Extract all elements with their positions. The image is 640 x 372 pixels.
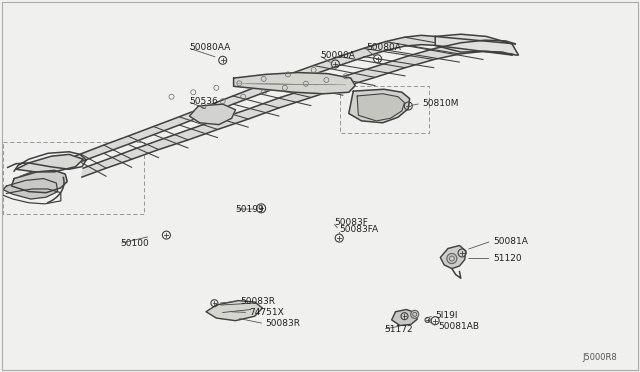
Polygon shape bbox=[404, 35, 421, 46]
Text: 51120: 51120 bbox=[493, 254, 522, 263]
Text: 50083R: 50083R bbox=[240, 297, 275, 306]
Polygon shape bbox=[189, 104, 236, 125]
Polygon shape bbox=[440, 246, 466, 269]
Polygon shape bbox=[279, 87, 312, 108]
Polygon shape bbox=[483, 40, 506, 52]
Text: 50083F: 50083F bbox=[334, 218, 368, 227]
Polygon shape bbox=[81, 145, 104, 162]
Polygon shape bbox=[3, 179, 58, 199]
Text: 50080A: 50080A bbox=[366, 43, 401, 52]
Polygon shape bbox=[104, 136, 128, 153]
Polygon shape bbox=[434, 43, 461, 60]
Polygon shape bbox=[20, 170, 38, 184]
Circle shape bbox=[411, 310, 419, 318]
Polygon shape bbox=[435, 34, 518, 55]
Polygon shape bbox=[154, 117, 179, 135]
Polygon shape bbox=[132, 140, 160, 159]
Text: 50810M: 50810M bbox=[422, 99, 459, 108]
Polygon shape bbox=[357, 94, 404, 121]
Text: J5000R8: J5000R8 bbox=[583, 353, 618, 362]
Polygon shape bbox=[343, 66, 376, 87]
Polygon shape bbox=[82, 159, 108, 177]
Polygon shape bbox=[311, 76, 344, 97]
Polygon shape bbox=[188, 119, 219, 140]
Polygon shape bbox=[287, 65, 314, 84]
Polygon shape bbox=[12, 170, 67, 193]
Text: 50536: 50536 bbox=[189, 97, 218, 106]
Text: 50081A: 50081A bbox=[493, 237, 527, 246]
Text: 50080AA: 50080AA bbox=[189, 43, 230, 52]
Text: 50199: 50199 bbox=[236, 205, 264, 214]
Polygon shape bbox=[364, 42, 385, 57]
Text: 50100: 50100 bbox=[120, 239, 149, 248]
Text: 50090A: 50090A bbox=[320, 51, 355, 60]
Text: 51172: 51172 bbox=[384, 325, 413, 334]
Polygon shape bbox=[421, 35, 435, 45]
Polygon shape bbox=[405, 48, 435, 68]
Polygon shape bbox=[502, 41, 515, 55]
Polygon shape bbox=[128, 126, 154, 144]
Polygon shape bbox=[385, 37, 404, 51]
Polygon shape bbox=[375, 57, 406, 77]
Polygon shape bbox=[233, 86, 260, 104]
Text: 74751X: 74751X bbox=[250, 308, 284, 317]
Polygon shape bbox=[16, 154, 83, 172]
Polygon shape bbox=[38, 162, 59, 177]
Text: 5l19l: 5l19l bbox=[435, 311, 458, 320]
Polygon shape bbox=[179, 106, 206, 125]
Polygon shape bbox=[349, 89, 410, 123]
Text: 50083R: 50083R bbox=[266, 319, 301, 328]
Polygon shape bbox=[159, 129, 189, 150]
Polygon shape bbox=[59, 154, 81, 170]
Polygon shape bbox=[339, 48, 364, 65]
Polygon shape bbox=[314, 57, 339, 74]
Polygon shape bbox=[106, 150, 133, 168]
Text: 50081AB: 50081AB bbox=[438, 322, 479, 331]
Polygon shape bbox=[206, 301, 262, 321]
Text: 50083FA: 50083FA bbox=[339, 225, 378, 234]
Polygon shape bbox=[218, 109, 250, 129]
Circle shape bbox=[447, 254, 457, 263]
Polygon shape bbox=[260, 75, 287, 94]
Polygon shape bbox=[206, 96, 233, 115]
Polygon shape bbox=[248, 97, 280, 119]
Polygon shape bbox=[392, 310, 417, 326]
Polygon shape bbox=[234, 73, 355, 94]
Polygon shape bbox=[460, 40, 485, 54]
